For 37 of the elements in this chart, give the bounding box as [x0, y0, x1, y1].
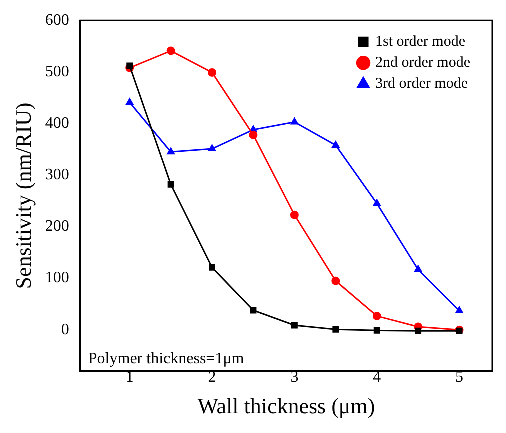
- legend-label: 3rd order mode: [376, 76, 468, 92]
- point: [168, 181, 174, 188]
- point: [250, 307, 257, 314]
- y-axis-title: Sensitivity (nm/RIU): [10, 102, 36, 290]
- y-tick-label: 300: [45, 166, 70, 184]
- point: [126, 62, 134, 70]
- point: [126, 98, 134, 106]
- point: [291, 322, 298, 329]
- point: [332, 276, 340, 286]
- point: [372, 312, 382, 320]
- y-tick-label: 100: [45, 270, 70, 287]
- point: [290, 210, 299, 220]
- point: [456, 306, 464, 314]
- y-tick-label: 200: [45, 218, 70, 236]
- legend-label: 2nd order mode: [376, 55, 471, 72]
- x-axis-title: Wall thickness (μm): [198, 394, 376, 419]
- point: [415, 328, 422, 334]
- x-tick-label: 1: [126, 369, 134, 386]
- y-tick-label: 400: [45, 114, 70, 132]
- point: [373, 199, 381, 206]
- y-tick-label: 0: [61, 321, 70, 338]
- y-tick-label: 600: [45, 12, 70, 29]
- legend-label: 1st order mode: [376, 34, 466, 50]
- annotation: Polymer thickness=1μm: [88, 350, 245, 368]
- point: [374, 327, 380, 334]
- point: [208, 68, 217, 77]
- y-tick-label: 500: [45, 63, 70, 80]
- point: [332, 326, 340, 333]
- point: [332, 141, 340, 148]
- point: [166, 46, 176, 56]
- x-tick-label: 4: [373, 369, 382, 386]
- point: [414, 266, 422, 272]
- point: [167, 148, 175, 155]
- point: [290, 118, 298, 125]
- point: [208, 144, 216, 152]
- point: [209, 264, 216, 271]
- point: [249, 130, 258, 140]
